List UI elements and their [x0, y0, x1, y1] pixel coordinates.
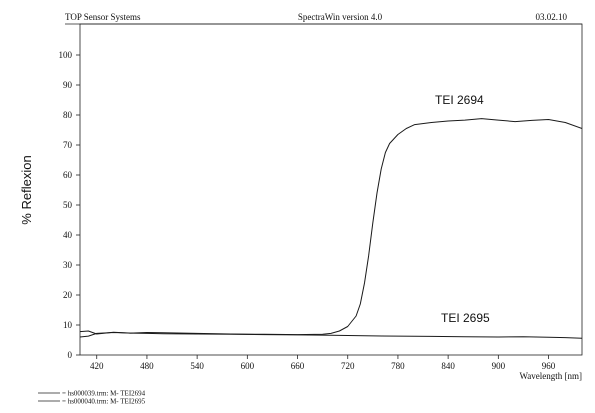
y-ticks: 0 10 20 30 40 50 60 70 80 90 100 — [59, 50, 80, 360]
y-tick-label: 90 — [63, 80, 73, 90]
x-tick-label: 480 — [140, 361, 154, 371]
y-tick-label: 20 — [63, 290, 73, 300]
y-axis-label: % Reflexion — [19, 155, 34, 224]
x-tick-label: 600 — [241, 361, 255, 371]
x-ticks: 420 480 540 600 660 720 780 840 900 960 — [90, 355, 556, 371]
x-tick-label: 660 — [291, 361, 305, 371]
x-tick-label: 720 — [341, 361, 355, 371]
x-tick-label: 960 — [542, 361, 556, 371]
y-tick-label: 50 — [63, 200, 73, 210]
plot-frame — [79, 23, 583, 356]
x-tick-label: 420 — [90, 361, 104, 371]
y-tick-label: 60 — [63, 170, 73, 180]
x-tick-label: 840 — [441, 361, 455, 371]
x-tick-label: 780 — [391, 361, 405, 371]
x-tick-label: 540 — [190, 361, 204, 371]
x-tick-label: 900 — [492, 361, 506, 371]
annotation-tei-2695: TEI 2695 — [441, 311, 490, 325]
y-tick-label: 100 — [59, 50, 73, 60]
y-tick-label: 80 — [63, 110, 73, 120]
x-axis-label: Wavelength [nm] — [519, 371, 582, 381]
annotation-tei-2694: TEI 2694 — [435, 93, 484, 107]
y-tick-label: 40 — [63, 230, 73, 240]
y-tick-label: 0 — [68, 350, 73, 360]
header-right: 03.02.10 — [536, 12, 568, 22]
header-left: TOP Sensor Systems — [65, 12, 141, 22]
header-center: SpectraWin version 4.0 — [298, 12, 383, 22]
series-line-2 — [79, 332, 583, 339]
y-tick-label: 10 — [63, 320, 73, 330]
series-line-1 — [79, 118, 583, 336]
legend-entry-2: = hs000040.trm: M- TEI2695 — [62, 398, 146, 406]
y-tick-label: 30 — [63, 260, 73, 270]
series-group — [79, 118, 583, 339]
legend: = hs000039.trm: M- TEI2694 = hs000040.tr… — [38, 390, 146, 406]
legend-entry-1: = hs000039.trm: M- TEI2694 — [62, 390, 146, 398]
y-tick-label: 70 — [63, 140, 73, 150]
